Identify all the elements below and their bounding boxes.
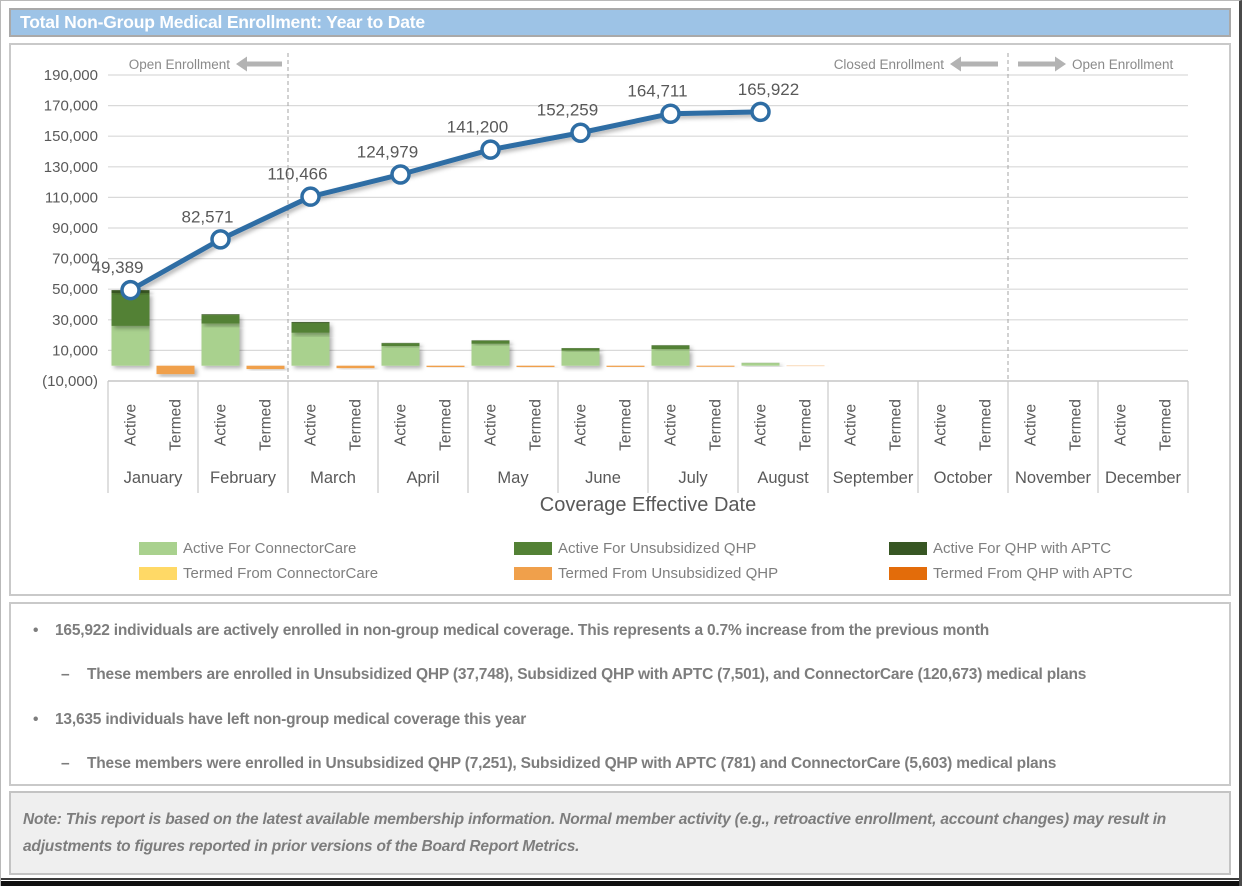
- slide-bottom-border: [1, 878, 1239, 886]
- svg-text:Active: Active: [933, 404, 950, 446]
- svg-text:164,711: 164,711: [627, 82, 687, 101]
- svg-text:Termed: Termed: [258, 399, 275, 451]
- svg-text:Active: Active: [483, 404, 500, 446]
- bullet-marker: –: [61, 666, 70, 684]
- commentary-text: These members were enrolled in Unsubsidi…: [87, 755, 1057, 773]
- svg-text:Termed: Termed: [438, 399, 455, 451]
- svg-text:110,466: 110,466: [267, 165, 327, 184]
- svg-text:170,000: 170,000: [44, 98, 98, 115]
- svg-text:Open Enrollment: Open Enrollment: [129, 57, 231, 72]
- svg-text:Termed: Termed: [528, 399, 545, 451]
- commentary-box: • 165,922 individuals are actively enrol…: [9, 602, 1231, 786]
- enrollment-chart: 190,000 170,000 150,000 130,000 110,000 90,00…: [9, 43, 1231, 596]
- svg-text:Active: Active: [393, 404, 410, 446]
- commentary-text: 165,922 individuals are actively enrolle…: [55, 622, 990, 639]
- chart-canvas: 190,000 170,000 150,000 130,000 110,000 90,00…: [42, 53, 1189, 582]
- svg-text:Termed: Termed: [978, 399, 995, 451]
- svg-text:82,571: 82,571: [182, 207, 234, 226]
- svg-text:March: March: [310, 469, 356, 487]
- svg-text:150,000: 150,000: [44, 128, 98, 145]
- svg-text:Active: Active: [303, 404, 320, 446]
- svg-text:May: May: [497, 469, 529, 487]
- report-title: Total Non-Group Medical Enrollment: Year…: [9, 8, 1231, 37]
- svg-text:110,000: 110,000: [45, 189, 98, 206]
- svg-text:Closed Enrollment: Closed Enrollment: [834, 57, 945, 72]
- svg-text:Coverage Effective Date: Coverage Effective Date: [540, 494, 756, 516]
- svg-text:Active: Active: [213, 404, 230, 446]
- svg-text:April: April: [406, 469, 439, 487]
- svg-text:November: November: [1015, 469, 1092, 487]
- svg-text:141,200: 141,200: [447, 118, 508, 137]
- svg-text:July: July: [678, 469, 708, 487]
- svg-text:September: September: [833, 469, 914, 487]
- svg-text:Termed: Termed: [348, 399, 365, 451]
- svg-text:Active: Active: [123, 404, 140, 446]
- svg-text:Active: Active: [573, 404, 590, 446]
- svg-text:December: December: [1105, 469, 1182, 487]
- svg-text:Active: Active: [843, 404, 860, 446]
- svg-text:Termed From QHP with APTC: Termed From QHP with APTC: [933, 565, 1133, 582]
- bullet-marker: –: [61, 755, 70, 773]
- svg-text:130,000: 130,000: [44, 159, 98, 176]
- commentary-text: 13,635 individuals have left non-group m…: [55, 710, 527, 728]
- svg-text:Active For ConnectorCare: Active For ConnectorCare: [183, 540, 356, 557]
- svg-text:August: August: [757, 469, 809, 487]
- svg-text:190,000: 190,000: [44, 67, 98, 84]
- svg-text:Active: Active: [1023, 404, 1040, 446]
- svg-text:June: June: [585, 469, 621, 487]
- note-box: Note: This report is based on the latest…: [9, 791, 1231, 875]
- commentary-sub-bullet: – These members are enrolled in Unsubsid…: [61, 665, 1203, 684]
- svg-text:Termed: Termed: [798, 399, 815, 451]
- svg-text:Active: Active: [663, 404, 680, 446]
- svg-text:Active: Active: [753, 404, 770, 446]
- svg-text:Open Enrollment: Open Enrollment: [1072, 57, 1174, 72]
- svg-text:Termed: Termed: [888, 399, 905, 451]
- svg-text:70,000: 70,000: [52, 251, 98, 268]
- svg-text:50,000: 50,000: [52, 281, 98, 298]
- svg-text:Termed From ConnectorCare: Termed From ConnectorCare: [183, 565, 378, 582]
- bullet-marker: •: [33, 710, 39, 728]
- svg-text:January: January: [124, 469, 183, 487]
- svg-text:Termed: Termed: [618, 399, 635, 451]
- svg-text:October: October: [934, 469, 993, 487]
- svg-text:124,979: 124,979: [357, 142, 418, 161]
- svg-text:(10,000): (10,000): [42, 373, 98, 390]
- commentary-sub-bullet: – These members were enrolled in Unsubsi…: [61, 754, 1203, 773]
- svg-text:30,000: 30,000: [52, 312, 98, 329]
- svg-text:Termed: Termed: [708, 399, 725, 451]
- svg-text:152,259: 152,259: [537, 101, 598, 120]
- svg-text:Termed: Termed: [168, 399, 185, 451]
- bullet-marker: •: [33, 622, 39, 639]
- svg-text:Termed: Termed: [1158, 399, 1175, 451]
- commentary-text: These members are enrolled in Unsubsidiz…: [87, 666, 1087, 684]
- svg-text:90,000: 90,000: [52, 220, 98, 237]
- svg-text:Termed From Unsubsidized QHP: Termed From Unsubsidized QHP: [558, 565, 778, 582]
- svg-text:Active: Active: [1113, 404, 1130, 446]
- svg-text:Active For Unsubsidized QHP: Active For Unsubsidized QHP: [558, 540, 756, 557]
- svg-text:10,000: 10,000: [52, 342, 98, 359]
- svg-text:49,389: 49,389: [92, 258, 144, 277]
- svg-text:Termed: Termed: [1068, 399, 1085, 451]
- svg-text:Active For QHP with APTC: Active For QHP with APTC: [933, 540, 1111, 557]
- commentary-bullet: • 13,635 individuals have left non-group…: [33, 710, 1203, 729]
- svg-text:February: February: [210, 469, 277, 487]
- commentary-bullet: • 165,922 individuals are actively enrol…: [33, 621, 1203, 640]
- note-text: Note: This report is based on the latest…: [23, 811, 1167, 856]
- svg-text:165,922: 165,922: [738, 80, 799, 99]
